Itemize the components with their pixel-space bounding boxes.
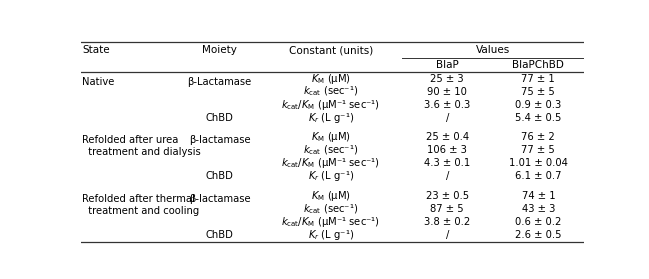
Text: β-Lactamase: β-Lactamase [188,77,252,86]
Text: 76 ± 2: 76 ± 2 [521,133,555,143]
Text: Refolded after urea
  treatment and dialysis: Refolded after urea treatment and dialys… [82,136,201,157]
Text: Moiety: Moiety [202,45,237,55]
Text: 5.4 ± 0.5: 5.4 ± 0.5 [515,112,561,122]
Text: $k_{\mathrm{cat}}$ (sec⁻¹): $k_{\mathrm{cat}}$ (sec⁻¹) [303,203,358,216]
Text: 43 ± 3: 43 ± 3 [522,204,555,214]
Text: ChBD: ChBD [206,112,234,122]
Text: $K_{r}$ (L g⁻¹): $K_{r}$ (L g⁻¹) [308,110,354,124]
Text: Refolded after thermal
  treatment and cooling: Refolded after thermal treatment and coo… [82,194,199,216]
Text: BlaPChBD: BlaPChBD [513,60,564,70]
Text: 87 ± 5: 87 ± 5 [430,204,464,214]
Text: $K_{r}$ (L g⁻¹): $K_{r}$ (L g⁻¹) [308,169,354,184]
Text: 3.6 ± 0.3: 3.6 ± 0.3 [424,100,471,110]
Text: BlaP: BlaP [436,60,459,70]
Text: Native: Native [82,77,114,86]
Text: 0.6 ± 0.2: 0.6 ± 0.2 [515,217,561,227]
Text: $k_{\mathrm{cat}}$ (sec⁻¹): $k_{\mathrm{cat}}$ (sec⁻¹) [303,85,358,98]
Text: $k_{\mathrm{cat}}$/$K_{\mathrm{M}}$ (μM⁻¹ sec⁻¹): $k_{\mathrm{cat}}$/$K_{\mathrm{M}}$ (μM⁻… [282,157,380,170]
Text: ChBD: ChBD [206,172,234,181]
Text: $K_{\mathrm{M}}$ (μM): $K_{\mathrm{M}}$ (μM) [311,130,351,145]
Text: 0.9 ± 0.3: 0.9 ± 0.3 [515,100,561,110]
Text: Constant (units): Constant (units) [289,45,373,55]
Text: 23 ± 0.5: 23 ± 0.5 [426,191,469,201]
Text: 6.1 ± 0.7: 6.1 ± 0.7 [515,172,561,181]
Text: 74 ± 1: 74 ± 1 [522,191,555,201]
Text: 25 ± 3: 25 ± 3 [430,74,464,83]
Text: $K_{\mathrm{M}}$ (μM): $K_{\mathrm{M}}$ (μM) [311,189,351,203]
Text: 3.8 ± 0.2: 3.8 ± 0.2 [424,217,471,227]
Text: /: / [446,112,449,122]
Text: 75 ± 5: 75 ± 5 [521,86,555,97]
Text: $K_{r}$ (L g⁻¹): $K_{r}$ (L g⁻¹) [308,228,354,242]
Text: /: / [446,230,449,240]
Text: 2.6 ± 0.5: 2.6 ± 0.5 [515,230,561,240]
Text: ChBD: ChBD [206,230,234,240]
Text: $K_{\mathrm{M}}$ (μM): $K_{\mathrm{M}}$ (μM) [311,71,351,86]
Text: /: / [446,172,449,181]
Text: $k_{\mathrm{cat}}$/$K_{\mathrm{M}}$ (μM⁻¹ sec⁻¹): $k_{\mathrm{cat}}$/$K_{\mathrm{M}}$ (μM⁻… [282,98,380,112]
Text: 77 ± 5: 77 ± 5 [521,145,555,155]
Text: 1.01 ± 0.04: 1.01 ± 0.04 [509,158,568,169]
Text: 25 ± 0.4: 25 ± 0.4 [426,133,469,143]
Text: 106 ± 3: 106 ± 3 [427,145,467,155]
Text: $k_{\mathrm{cat}}$ (sec⁻¹): $k_{\mathrm{cat}}$ (sec⁻¹) [303,144,358,157]
Text: 90 ± 10: 90 ± 10 [427,86,467,97]
Text: Values: Values [476,45,510,55]
Text: State: State [82,45,110,55]
Text: 77 ± 1: 77 ± 1 [521,74,555,83]
Text: β-lactamase: β-lactamase [189,136,251,145]
Text: β-lactamase: β-lactamase [189,194,251,205]
Text: 4.3 ± 0.1: 4.3 ± 0.1 [424,158,471,169]
Text: $k_{\mathrm{cat}}$/$K_{\mathrm{M}}$ (μM⁻¹ sec⁻¹): $k_{\mathrm{cat}}$/$K_{\mathrm{M}}$ (μM⁻… [282,215,380,229]
